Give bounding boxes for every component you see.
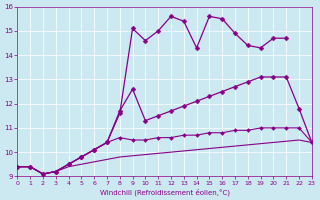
X-axis label: Windchill (Refroidissement éolien,°C): Windchill (Refroidissement éolien,°C) <box>100 188 229 196</box>
